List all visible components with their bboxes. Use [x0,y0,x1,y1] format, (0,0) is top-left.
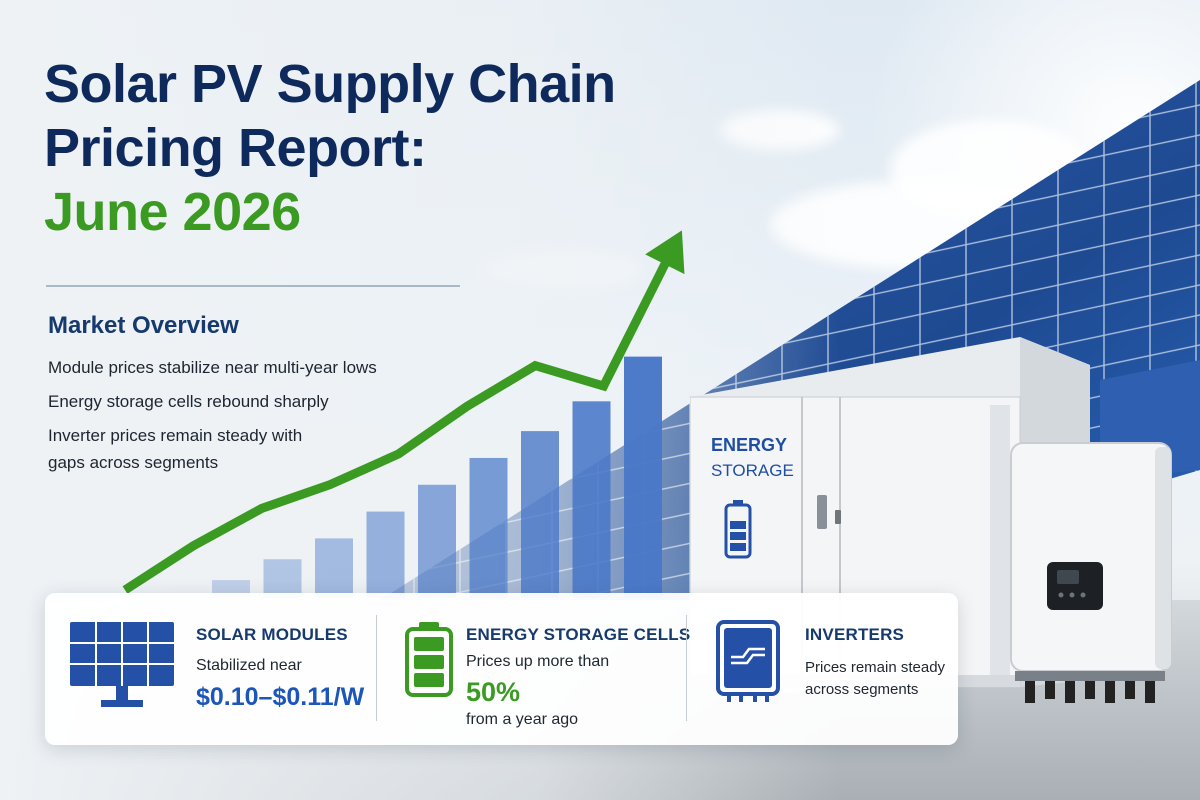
chart-bar [624,356,662,598]
chart-bar [366,511,405,598]
chart-bar [572,401,611,598]
storage-label-line1: ENERGY [711,435,788,455]
title-divider [46,285,460,287]
overview-heading: Market Overview [48,312,239,339]
battery-icon [405,622,453,697]
overview-item: Module prices stabilize near multi-year … [48,358,377,377]
storage-cells-text: Prices up more than [466,653,610,670]
title-date: June 2026 [44,182,301,242]
solar-modules-price: $0.10–$0.11/W [196,683,365,711]
chart-bar [418,484,456,598]
solar-modules-title: SOLAR MODULES [196,625,348,644]
solar-modules-text: Stabilized near [196,657,302,674]
battery-icon [724,500,752,559]
inverter-unit [1010,442,1172,703]
card-separator [376,615,377,721]
solar-panel-icon [70,622,174,707]
storage-cells-title: ENERGY STORAGE CELLS [466,625,691,644]
card-separator [686,615,687,721]
chart-bar [469,457,508,598]
chart-bar [521,431,559,598]
storage-label: ENERGY STORAGE [711,432,794,484]
inverters-title: INVERTERS [805,625,905,644]
summary-solar-modules: SOLAR MODULES Stabilized near $0.10–$0.1… [45,593,375,745]
overview-item: gaps across segments [48,453,219,472]
storage-cells-subtext: from a year ago [466,711,579,728]
overview-item: Inverter prices remain steady with [48,426,303,445]
chart-bar [315,538,353,598]
inverters-text-line1: Prices remain steady [805,659,946,676]
summary-storage-cells: ENERGY STORAGE CELLS Prices up more than… [377,593,690,745]
inverter-icon [716,620,780,702]
storage-cells-percent: 50% [466,677,521,707]
trend-arrow-icon [645,230,685,275]
chart-bar [263,559,302,598]
page-title: Solar PV Supply Chain Pricing Report: Ju… [44,52,616,244]
trend-line [122,247,677,594]
overview-item: Energy storage cells rebound sharply [48,392,329,411]
title-line-1: Solar PV Supply Chain [44,54,616,114]
inverters-text-line2: across segments [805,681,919,698]
title-line-2: Pricing Report: [44,118,427,178]
summary-card: SOLAR MODULES Stabilized near $0.10–$0.1… [45,593,958,745]
storage-label-line2: STORAGE [711,461,794,480]
summary-inverters: INVERTERS Prices remain steady across se… [687,593,958,745]
